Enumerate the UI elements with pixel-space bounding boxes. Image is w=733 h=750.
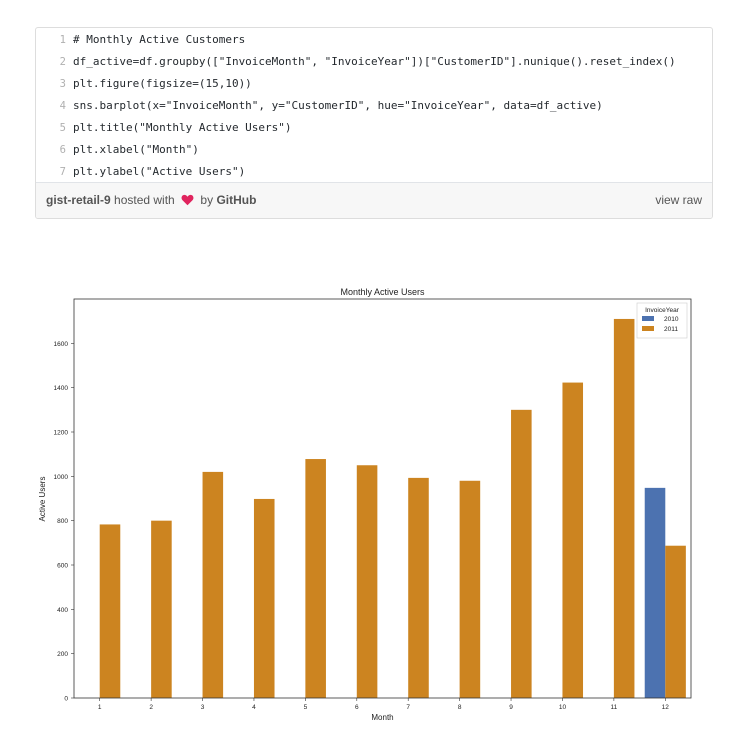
- line-number: 2: [59, 56, 66, 68]
- axes-frame: [73, 298, 692, 699]
- bar: [356, 465, 378, 698]
- github-link[interactable]: GitHub: [216, 193, 257, 207]
- bar-chart: Monthly Active Users 0200400600800100012…: [38, 287, 692, 722]
- y-tick-label: 200: [57, 651, 68, 658]
- line-code: plt.ylabel("Active Users"): [73, 165, 246, 178]
- line-code: plt.title("Monthly Active Users"): [73, 121, 292, 134]
- x-tick-label: 11: [611, 704, 618, 711]
- x-tick-label: 3: [201, 704, 205, 711]
- code-line: 1 # Monthly Active Customers: [36, 29, 712, 51]
- y-tick-label: 800: [57, 518, 68, 525]
- chart-title: Monthly Active Users: [340, 287, 425, 297]
- line-number: 6: [59, 144, 66, 156]
- x-tick-label: 2: [149, 704, 153, 711]
- x-tick-label: 9: [509, 704, 513, 711]
- bar: [151, 520, 172, 698]
- line-number: 7: [59, 166, 66, 178]
- line-number: 5: [59, 122, 66, 134]
- y-tick-label: 400: [57, 607, 68, 614]
- by-text: by: [200, 193, 214, 207]
- bar: [644, 487, 666, 698]
- line-code: plt.figure(figsize=(15,10)): [73, 77, 252, 90]
- bar: [202, 471, 224, 698]
- bar: [99, 524, 121, 698]
- line-number: 1: [59, 34, 66, 46]
- bar: [253, 498, 275, 698]
- x-tick-label: 7: [406, 704, 410, 711]
- x-tick-label: 1: [98, 704, 102, 711]
- x-tick-label: 10: [559, 704, 567, 711]
- x-tick-label: 4: [252, 704, 256, 711]
- line-code: df_active=df.groupby(["InvoiceMonth", "I…: [73, 55, 676, 68]
- legend-label: 2011: [664, 326, 678, 333]
- heart-icon: [181, 185, 194, 218]
- x-axis-label: Month: [371, 713, 393, 722]
- bar: [511, 409, 532, 698]
- line-number: 4: [59, 100, 66, 112]
- legend-swatch: [642, 316, 654, 321]
- x-tick-label: 6: [355, 704, 359, 711]
- line-code: plt.xlabel("Month"): [73, 143, 199, 156]
- hosted-with-text: hosted with: [114, 193, 175, 207]
- bar: [613, 318, 635, 698]
- x-tick-label: 5: [304, 704, 308, 711]
- code-line: 4 sns.barplot(x="InvoiceMonth", y="Custom…: [36, 95, 712, 117]
- line-code: sns.barplot(x="InvoiceMonth", y="Custome…: [73, 99, 603, 112]
- code-line: 3 plt.figure(figsize=(15,10)): [36, 73, 712, 95]
- gist-name-link[interactable]: gist-retail-9: [46, 193, 111, 207]
- legend-swatch: [642, 326, 654, 331]
- y-tick-label: 1400: [54, 385, 69, 392]
- line-number: 3: [59, 78, 66, 90]
- y-tick-label: 1000: [54, 474, 69, 481]
- y-tick-label: 1600: [54, 341, 69, 348]
- bar: [562, 382, 584, 698]
- view-raw-link[interactable]: view raw: [655, 193, 702, 207]
- legend: InvoiceYear 2010 2011: [636, 302, 688, 339]
- legend-title: InvoiceYear: [645, 307, 680, 314]
- gist-credit: gist-retail-9 hosted with by GitHub: [46, 183, 257, 218]
- gist-footer: gist-retail-9 hosted with by GitHub view…: [36, 182, 712, 218]
- x-tick-label: 12: [662, 704, 670, 711]
- code-line: 6 plt.xlabel("Month"): [36, 139, 712, 161]
- bar: [305, 459, 326, 698]
- y-tick-label: 1200: [54, 430, 69, 437]
- y-axis-label: Active Users: [38, 477, 47, 522]
- code-block: 1 # Monthly Active Customers 2 df_active=d…: [36, 28, 712, 185]
- legend-label: 2010: [664, 316, 679, 323]
- y-tick-label: 600: [57, 563, 68, 570]
- bar: [459, 480, 481, 698]
- x-tick-label: 8: [458, 704, 462, 711]
- gist-embed: 1 # Monthly Active Customers 2 df_active=d…: [35, 27, 713, 219]
- code-line: 5 plt.title("Monthly Active Users"): [36, 117, 712, 139]
- bar: [665, 545, 686, 698]
- line-code: # Monthly Active Customers: [73, 33, 246, 46]
- y-tick-label: 0: [64, 696, 68, 703]
- code-line: 7 plt.ylabel("Active Users"): [36, 161, 712, 183]
- code-line: 2 df_active=df.groupby(["InvoiceMonth", "…: [36, 51, 712, 73]
- bar: [408, 477, 429, 698]
